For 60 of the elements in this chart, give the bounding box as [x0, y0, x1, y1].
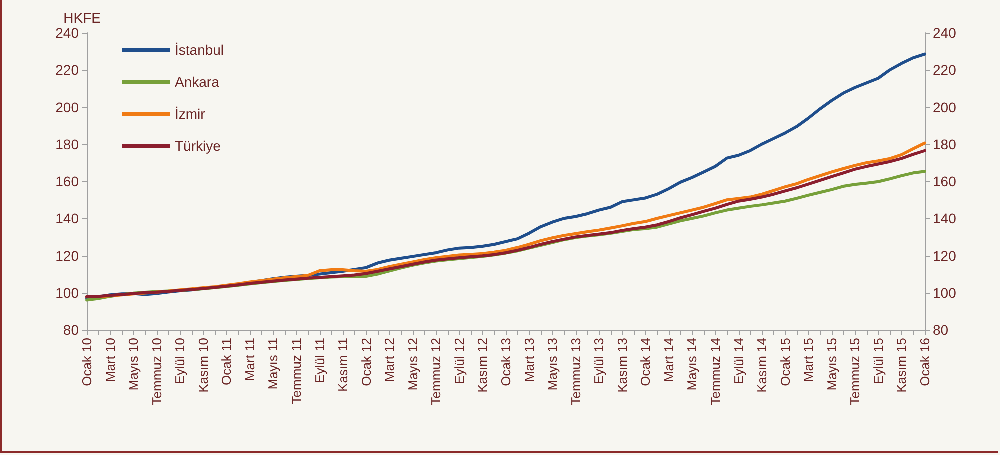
y-tick-label: 160 — [56, 174, 80, 190]
x-tick-label: Kasım 10 — [196, 338, 211, 393]
x-tick-label: Mayıs 14 — [684, 338, 700, 391]
y2-tick-label: 160 — [933, 174, 957, 190]
x-tick-label: Mayıs 11 — [266, 338, 281, 390]
x-tick-label: Ocak 13 — [498, 338, 514, 386]
y2-tick-label: 200 — [933, 99, 957, 116]
legend-label: İzmir — [175, 106, 206, 122]
x-tick-label: Ocak 12 — [358, 338, 374, 386]
x-tick-label: Mart 15 — [801, 338, 816, 382]
y2-tick-label: 120 — [933, 248, 957, 264]
x-tick-label: Mayıs 10 — [126, 338, 142, 391]
y-tick-label: 80 — [63, 322, 80, 338]
x-tick-label: Ocak 11 — [219, 338, 234, 386]
y2-tick-label: 100 — [933, 284, 957, 301]
x-tick-label: Kasım 14 — [754, 338, 770, 393]
x-tick-label: Eylül 13 — [592, 338, 607, 384]
x-tick-label: Temmuz 15 — [848, 338, 863, 406]
x-tick-label: Ocak 15 — [778, 338, 793, 386]
y2-tick-label: 240 — [933, 25, 957, 41]
x-tick-label: Eylül 10 — [172, 338, 188, 384]
x-tick-label: Temmuz 11 — [289, 338, 304, 404]
x-tick-label: Kasım 11 — [336, 338, 351, 392]
y-tick-label: 120 — [56, 248, 80, 264]
x-tick-label: Kasım 13 — [614, 338, 630, 393]
y-tick-label: 220 — [56, 62, 80, 78]
x-tick-label: Mart 10 — [102, 338, 118, 382]
y-tick-label: 180 — [56, 136, 80, 152]
x-tick-label: Mart 14 — [661, 338, 676, 382]
y2-tick-label: 140 — [933, 210, 957, 227]
x-tick-label: Ocak 16 — [918, 338, 932, 386]
y2-tick-label: 180 — [933, 136, 957, 152]
x-tick-label: Temmuz 13 — [568, 338, 584, 406]
x-tick-label: Eylül 14 — [731, 338, 746, 384]
x-tick-label: Mayıs 13 — [545, 338, 560, 391]
x-tick-label: Mayıs 15 — [824, 338, 840, 391]
x-tick-label: Temmuz 10 — [149, 338, 164, 406]
x-tick-label: Kasım 15 — [894, 338, 910, 393]
y2-tick-label: 220 — [933, 62, 957, 78]
legend-label: İstanbul — [175, 42, 224, 58]
y-axis-title: HKFE — [64, 10, 101, 26]
legend-label: Ankara — [175, 74, 220, 90]
x-tick-label: Mayıs 12 — [405, 338, 420, 391]
x-tick-label: Ocak 10 — [80, 338, 94, 386]
x-tick-label: Eylül 15 — [870, 338, 886, 384]
y-tick-label: 240 — [56, 25, 80, 41]
legend-label: Türkiye — [175, 138, 222, 154]
x-tick-label: Temmuz 14 — [708, 338, 723, 406]
x-tick-label: Mart 11 — [242, 338, 258, 382]
y-tick-label: 200 — [56, 99, 80, 116]
y-tick-label: 100 — [56, 284, 80, 301]
x-tick-label: Eylül 12 — [452, 338, 467, 384]
x-tick-label: Mart 13 — [522, 338, 537, 382]
x-tick-label: Ocak 14 — [638, 338, 654, 386]
y2-tick-label: 80 — [933, 322, 949, 338]
x-tick-label: Kasım 12 — [475, 338, 490, 393]
x-tick-label: Mart 12 — [382, 338, 398, 382]
y-tick-label: 140 — [56, 210, 80, 227]
x-tick-label: Temmuz 12 — [428, 338, 444, 406]
x-tick-label: Eylül 11 — [312, 338, 328, 384]
